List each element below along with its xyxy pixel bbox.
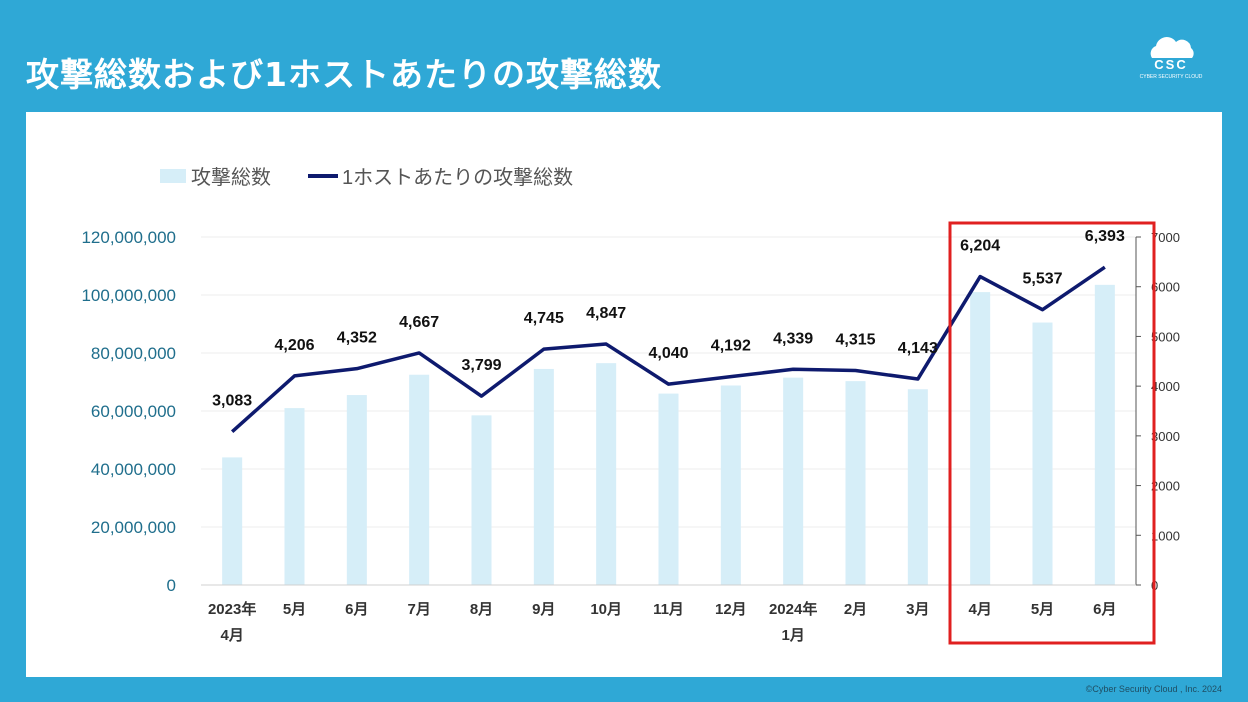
right-axis-tick-label: 6000 (1151, 280, 1180, 295)
highlight-box-rect (948, 221, 1156, 645)
x-axis-tick-label: 2024年 (769, 600, 817, 618)
bar-series (222, 284, 1115, 585)
right-axis-tick-label: 7000 (1151, 230, 1180, 245)
x-axis-tick-label: 11月 (653, 601, 684, 618)
data-label: 4,745 (524, 310, 564, 327)
x-axis-tick-label: 5月 (1031, 601, 1054, 618)
data-label: 4,206 (274, 337, 314, 354)
data-label: 3,799 (461, 357, 501, 374)
bar (1094, 284, 1115, 585)
bar (284, 408, 305, 585)
x-axis-tick-label: 10月 (590, 601, 622, 618)
left-axis-tick-label: 20,000,000 (91, 518, 176, 537)
x-axis-tick-label: 4月 (220, 627, 243, 644)
copyright: ©Cyber Security Cloud , Inc. 2024 (1085, 684, 1222, 694)
logo-subtext: CYBER SECURITY CLOUD (1140, 74, 1203, 80)
bar (720, 385, 741, 585)
bar (346, 395, 367, 585)
chart-panel: 0 20,000,000 40,000,000 60,000,000 80,000,00… (26, 112, 1222, 677)
series-line (230, 265, 1106, 434)
bar (845, 381, 866, 585)
line-series (230, 265, 1106, 434)
bar (783, 377, 804, 585)
right-axis-tick-label: 1000 (1151, 528, 1180, 543)
data-label: 4,315 (835, 331, 875, 348)
data-label: 4,847 (586, 305, 626, 322)
data-label: 3,083 (212, 393, 252, 410)
x-axis-tick-label: 6月 (1093, 601, 1116, 618)
x-axis-tick-label: 7月 (407, 601, 430, 618)
data-label: 4,667 (399, 314, 439, 331)
data-label: 5,537 (1022, 271, 1062, 288)
x-axis-tick-label: 1月 (781, 627, 804, 644)
bar (222, 457, 243, 585)
right-axis-tick-label: 5000 (1151, 329, 1180, 344)
x-axis: 2023年 4月 5月 6月 7月 8月 9月 10月 11月 12月 2024年 1月 2月 3月 4月 5… (201, 584, 1136, 644)
data-label: 4,192 (711, 338, 751, 355)
data-label: 4,143 (898, 340, 938, 357)
data-label: 6,393 (1085, 228, 1125, 245)
left-axis-tick-label: 40,000,000 (91, 460, 176, 479)
x-axis-tick-label: 6月 (345, 601, 368, 618)
x-axis-tick-label: 3月 (906, 601, 929, 618)
bar (596, 363, 617, 585)
right-axis-tick-label: 4000 (1151, 379, 1180, 394)
right-axis-tick-label: 2000 (1151, 479, 1180, 494)
x-axis-tick-label: 4月 (968, 601, 991, 618)
data-label: 4,040 (648, 345, 688, 362)
logo-text: CSC (1154, 57, 1187, 72)
highlight-box (948, 221, 1156, 645)
left-axis: 0 20,000,000 40,000,000 60,000,000 80,000,00… (81, 228, 176, 595)
bar (907, 389, 928, 585)
data-label: 6,204 (960, 238, 1000, 255)
legend: 攻撃総数 1ホストあたりの攻撃総数 (160, 166, 573, 189)
right-axis-tick-label: 3000 (1151, 429, 1180, 444)
bar (533, 368, 554, 585)
left-axis-tick-label: 0 (167, 576, 176, 595)
x-axis-tick-label: 8月 (470, 601, 493, 618)
left-axis-tick-label: 100,000,000 (81, 286, 176, 305)
x-axis-tick-label: 12月 (715, 601, 747, 618)
legend-label: 1ホストあたりの攻撃総数 (342, 166, 573, 189)
x-axis-tick-label: 5月 (283, 601, 306, 618)
cloud-icon: CSC CYBER SECURITY CLOUD (1140, 37, 1203, 80)
legend-swatch-bar (160, 169, 186, 183)
data-labels: 3,083 4,206 4,352 4,667 3,799 4,745 4,847 4,040… (212, 228, 1125, 410)
bar (1032, 322, 1053, 585)
data-label: 4,352 (337, 330, 377, 347)
left-axis-tick-label: 120,000,000 (81, 228, 176, 247)
page-title: 攻撃総数および1ホストあたりの攻撃総数 (26, 55, 662, 94)
bar (658, 393, 679, 585)
company-logo: CSC CYBER SECURITY CLOUD (1138, 32, 1204, 80)
combo-chart: 0 20,000,000 40,000,000 60,000,000 80,000,00… (81, 166, 1180, 645)
bar (970, 292, 991, 585)
left-axis-tick-label: 80,000,000 (91, 344, 176, 363)
left-axis-tick-label: 60,000,000 (91, 402, 176, 421)
x-axis-tick-label: 2023年 (208, 600, 256, 618)
x-axis-tick-label: 9月 (532, 601, 555, 618)
x-axis-tick-label: 2月 (844, 601, 867, 618)
legend-label: 攻撃総数 (191, 166, 271, 189)
bar (409, 374, 430, 585)
bar (471, 415, 492, 585)
data-label: 4,339 (773, 330, 813, 347)
